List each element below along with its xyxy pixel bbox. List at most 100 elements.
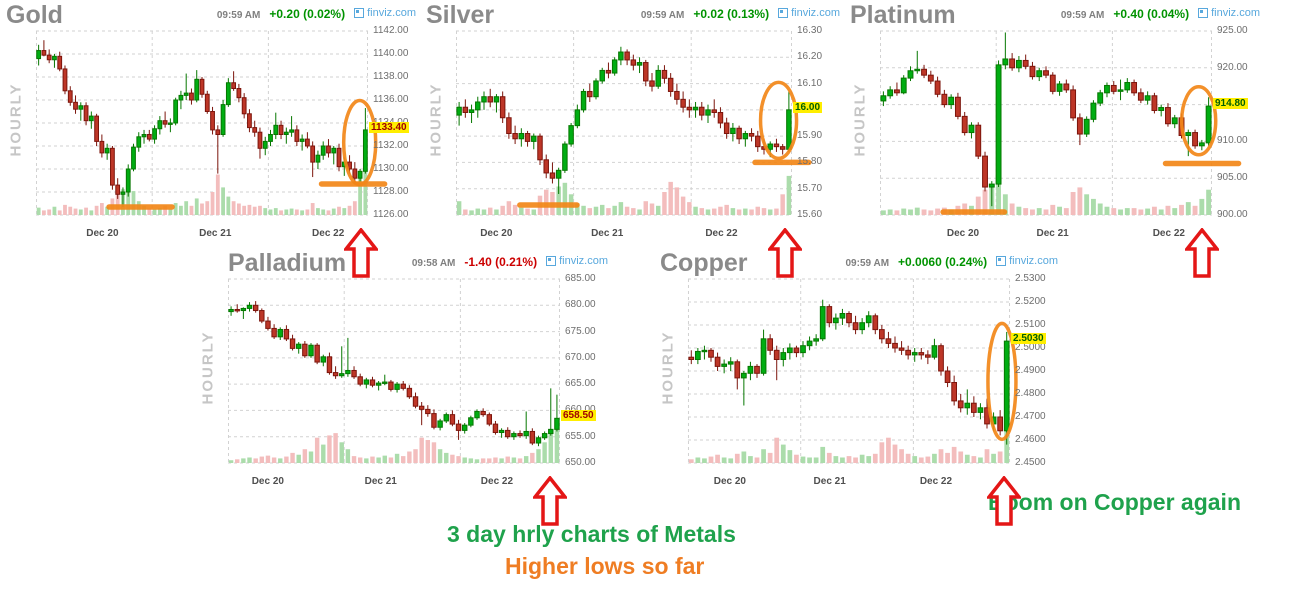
volume-bar bbox=[724, 204, 729, 215]
volume-bar bbox=[388, 457, 394, 463]
volume-bar bbox=[401, 456, 406, 463]
candle-body bbox=[711, 109, 717, 113]
volume-bar bbox=[1097, 203, 1103, 215]
finviz-watermark-link[interactable]: finviz.com bbox=[1198, 7, 1260, 19]
y-axis-label: 925.00 bbox=[1217, 25, 1248, 36]
x-axis-date-label: Dec 20 bbox=[251, 476, 284, 487]
candle-body bbox=[661, 69, 668, 79]
volume-bar bbox=[456, 201, 462, 215]
volume-bar bbox=[189, 205, 194, 215]
quote-time: 09:59 AM bbox=[216, 10, 261, 21]
candle-body bbox=[944, 370, 951, 383]
timeframe-label: HOURLY bbox=[7, 82, 25, 157]
volume-bar bbox=[205, 201, 210, 215]
volume-bar bbox=[147, 208, 152, 215]
chart-header-copper: 09:59 AM +0.0060 (0.24%) finviz.com bbox=[845, 255, 1058, 269]
volume-bar bbox=[880, 210, 886, 215]
candle-body bbox=[449, 414, 456, 425]
volume-bar bbox=[511, 457, 517, 463]
x-axis-date-label: Dec 21 bbox=[1036, 228, 1069, 239]
volume-bar bbox=[413, 449, 418, 463]
candle-body bbox=[813, 338, 820, 342]
candle-body bbox=[146, 134, 152, 140]
candle-body bbox=[714, 356, 721, 367]
candle-body bbox=[941, 93, 948, 106]
volume-bar bbox=[908, 209, 913, 215]
volume-bar bbox=[859, 454, 865, 463]
volume-bar bbox=[662, 192, 667, 215]
finviz-logo-icon bbox=[1198, 8, 1209, 18]
volume-bar bbox=[971, 456, 977, 463]
finviz-watermark-link[interactable]: finviz.com bbox=[778, 7, 840, 19]
finviz-watermark-link[interactable]: finviz.com bbox=[996, 255, 1058, 267]
volume-bar bbox=[1185, 202, 1191, 215]
volume-bar bbox=[1063, 208, 1069, 215]
volume-bar bbox=[736, 209, 742, 215]
price-plot-gold bbox=[35, 30, 388, 216]
volume-bar bbox=[1118, 209, 1123, 215]
candle-body bbox=[780, 352, 787, 360]
candle-body bbox=[793, 347, 800, 354]
candle-body bbox=[708, 349, 714, 358]
volume-bar bbox=[978, 457, 983, 463]
candle-body bbox=[951, 382, 958, 402]
candle-body bbox=[225, 82, 231, 106]
candle-body bbox=[178, 94, 184, 101]
y-axis-label: 900.00 bbox=[1217, 209, 1248, 220]
candle-body bbox=[234, 308, 240, 312]
candle-body bbox=[247, 113, 252, 129]
volume-bar bbox=[975, 196, 981, 215]
volume-bar bbox=[73, 208, 78, 215]
chart-title-gold: Gold bbox=[6, 1, 63, 29]
candle-body bbox=[136, 136, 142, 148]
finviz-watermark-link[interactable]: finviz.com bbox=[546, 255, 608, 267]
caption-higher-lows: Higher lows so far bbox=[505, 553, 705, 579]
up-arrow-shape bbox=[1185, 228, 1220, 278]
candle-body bbox=[252, 127, 258, 133]
volume-bar bbox=[951, 446, 957, 463]
price-plot-copper bbox=[687, 278, 1018, 464]
finviz-watermark-link[interactable]: finviz.com bbox=[354, 7, 416, 19]
candle-body bbox=[1158, 107, 1165, 111]
candle-body bbox=[554, 417, 560, 430]
candle-body bbox=[310, 145, 316, 163]
candle-body bbox=[852, 322, 859, 331]
volume-bar bbox=[331, 208, 336, 215]
finviz-watermark-text: finviz.com bbox=[367, 7, 416, 19]
candle-body bbox=[271, 327, 277, 338]
volume-bar bbox=[886, 437, 891, 463]
finviz-watermark-text: finviz.com bbox=[559, 255, 608, 267]
volume-bar bbox=[530, 452, 535, 463]
volume-bar bbox=[741, 451, 747, 463]
candle-body bbox=[231, 82, 237, 89]
candle-body bbox=[204, 93, 210, 112]
volume-bar bbox=[265, 455, 271, 463]
volume-bar bbox=[194, 198, 199, 215]
volume-bar bbox=[163, 205, 168, 215]
y-axis-label: 675.00 bbox=[565, 325, 596, 337]
volume-bar bbox=[991, 453, 996, 463]
volume-bar bbox=[1165, 205, 1171, 215]
volume-bar bbox=[1151, 206, 1157, 215]
candle-body bbox=[259, 310, 265, 322]
candle-body bbox=[1036, 70, 1043, 78]
candle-body bbox=[36, 50, 42, 60]
volume-bar bbox=[519, 207, 524, 215]
volume-bar bbox=[68, 206, 73, 215]
volume-bar bbox=[1023, 208, 1029, 215]
highlight-ellipse bbox=[1179, 85, 1218, 157]
candle-body bbox=[388, 381, 394, 390]
volume-bar bbox=[242, 205, 247, 215]
volume-bar bbox=[982, 189, 988, 215]
candle-body bbox=[278, 124, 284, 136]
y-axis-label: 660.00 bbox=[565, 404, 596, 415]
volume-bar bbox=[687, 202, 692, 215]
candle-body bbox=[975, 124, 982, 157]
candle-body bbox=[462, 106, 469, 113]
volume-bar bbox=[767, 452, 773, 463]
volume-bar bbox=[475, 208, 481, 215]
candle-body bbox=[331, 147, 337, 154]
volume-bar bbox=[259, 456, 265, 463]
volume-bar bbox=[833, 456, 839, 463]
